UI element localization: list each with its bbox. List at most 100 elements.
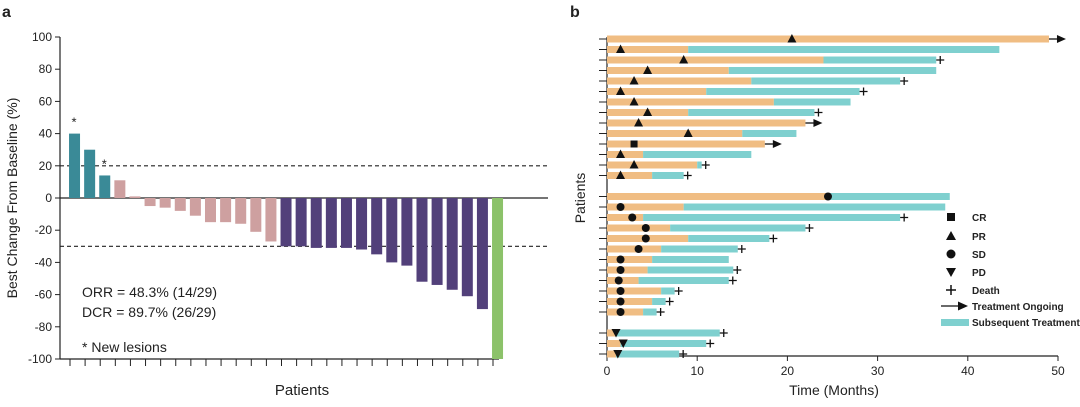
new-lesion-star: * (102, 156, 107, 171)
waterfall-bar (99, 175, 111, 198)
waterfall-bar (235, 198, 247, 224)
treatment-bar (607, 56, 824, 64)
pd-marker (618, 339, 628, 348)
orr-annotation: ORR = 48.3% (14/29) (82, 284, 217, 300)
subsequent-treatment-bar (827, 193, 950, 200)
death-marker (814, 108, 823, 117)
legend-pr-marker (946, 231, 956, 240)
death-marker (733, 266, 742, 274)
y-tick-label: -80 (35, 320, 53, 334)
waterfall-bar (295, 198, 307, 247)
subsequent-treatment-bar (616, 350, 680, 358)
subsequent-treatment-bar (652, 172, 684, 179)
legend-ongoing-arrow (958, 301, 968, 311)
treatment-bar (607, 287, 662, 295)
cr-marker (630, 140, 638, 148)
pr-marker (679, 55, 689, 64)
sd-marker (614, 276, 623, 285)
treatment-bar (607, 119, 806, 127)
subsequent-treatment-bar (728, 67, 937, 74)
treatment-bar (607, 35, 1049, 43)
legend-ongoing-label: Treatment Ongoing (972, 302, 1064, 313)
panel-a-xlabel: Patients (275, 382, 329, 399)
subsequent-treatment-bar (661, 245, 738, 253)
legend-sd-marker (946, 249, 956, 259)
waterfall-bar (220, 198, 232, 223)
subsequent-treatment-bar (652, 256, 729, 263)
y-tick-label: 60 (39, 94, 53, 108)
death-marker (701, 161, 710, 169)
subsequent-treatment-bar (683, 203, 946, 211)
pr-marker (629, 97, 639, 106)
dcr-annotation: DCR = 89.7% (26/29) (82, 304, 216, 320)
y-tick-label: -40 (35, 255, 53, 269)
death-marker (737, 245, 746, 253)
death-marker (656, 308, 665, 316)
death-marker (719, 329, 728, 337)
legend-death-label: Death (972, 286, 1000, 297)
subsequent-treatment-bar (697, 161, 702, 169)
treatment-bar (607, 214, 644, 221)
waterfall-bar (250, 198, 262, 232)
x-tick-label: 50 (1051, 364, 1065, 378)
waterfall-bar (159, 198, 171, 208)
death-marker (674, 287, 683, 295)
subsequent-treatment-bar (688, 46, 1000, 53)
subsequent-treatment-bar (638, 277, 729, 284)
pr-marker (787, 34, 797, 43)
x-tick-label: 0 (604, 364, 611, 378)
subsequent-treatment-bar (643, 214, 901, 221)
sd-marker (628, 213, 637, 222)
treatment-bar (607, 193, 828, 200)
y-tick-label: -20 (35, 223, 53, 237)
sd-marker (616, 308, 625, 316)
waterfall-bar (265, 198, 277, 242)
panel-b-legend: CR PR SD PD Death Treatment Ongoing Subs… (941, 213, 1080, 329)
panel-b-xlabel: Time (Months) (789, 382, 879, 398)
treatment-bar (607, 340, 621, 347)
sd-marker (634, 245, 643, 253)
treatment-bar (607, 151, 644, 158)
death-marker (859, 87, 868, 96)
subsequent-treatment-bar (661, 287, 675, 295)
legend-cr-marker (947, 213, 955, 221)
sd-marker (616, 255, 625, 264)
panel-a-ylabel: Best Change From Baseline (%) (4, 98, 20, 299)
legend-subsequent-label: Subsequent Treatment (972, 318, 1080, 329)
subsequent-treatment-bar (647, 266, 734, 274)
ongoing-arrow (772, 140, 782, 148)
pr-marker (616, 170, 626, 179)
sd-marker (616, 266, 625, 274)
death-marker (936, 56, 945, 64)
waterfall-bar (144, 198, 156, 207)
panel-a-label: a (2, 4, 11, 21)
waterfall-bar (325, 198, 337, 248)
sd-marker (641, 224, 650, 232)
treatment-bar (607, 277, 639, 284)
treatment-bar (607, 98, 774, 106)
waterfall-bar (476, 198, 488, 310)
subsequent-treatment-bar (823, 56, 937, 64)
pd-marker (611, 329, 621, 338)
death-marker (706, 339, 715, 348)
death-marker (900, 77, 909, 85)
x-tick-label: 30 (871, 364, 885, 378)
waterfall-bar (446, 198, 458, 290)
treatment-bar (607, 203, 684, 211)
waterfall-bar (386, 198, 398, 263)
legend-death-marker (946, 285, 956, 295)
death-marker (805, 224, 814, 232)
legend-subsequent-swatch (941, 319, 969, 326)
subsequent-treatment-bar (643, 151, 752, 158)
waterfall-bar (401, 198, 413, 266)
treatment-bar (607, 67, 729, 74)
ongoing-arrow (813, 119, 823, 127)
x-tick-label: 20 (781, 364, 795, 378)
treatment-bar (607, 245, 662, 253)
waterfall-bar (416, 198, 428, 282)
ongoing-arrow (1056, 35, 1066, 43)
waterfall-bar (174, 198, 186, 211)
legend-sd-label: SD (972, 250, 986, 261)
pr-marker (616, 86, 626, 95)
